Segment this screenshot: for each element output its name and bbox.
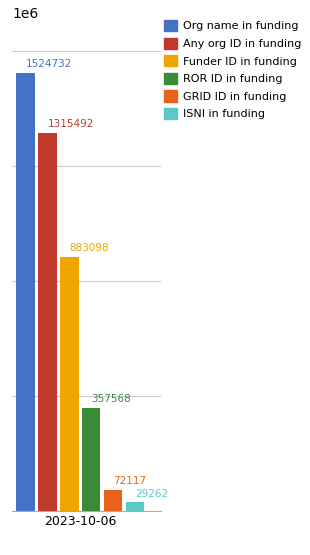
Bar bbox=[60, 257, 79, 511]
Text: 1524732: 1524732 bbox=[25, 59, 72, 69]
Bar bbox=[82, 408, 100, 511]
Bar bbox=[16, 73, 35, 511]
Text: 72117: 72117 bbox=[113, 476, 146, 486]
Legend: Org name in funding, Any org ID in funding, Funder ID in funding, ROR ID in fund: Org name in funding, Any org ID in fundi… bbox=[161, 17, 304, 123]
Text: 357568: 357568 bbox=[91, 395, 131, 405]
Bar bbox=[38, 133, 57, 511]
Text: 29262: 29262 bbox=[135, 489, 168, 499]
Bar bbox=[126, 502, 144, 511]
Text: 883098: 883098 bbox=[69, 244, 109, 254]
Bar bbox=[104, 490, 122, 511]
Text: 1315492: 1315492 bbox=[47, 119, 94, 129]
